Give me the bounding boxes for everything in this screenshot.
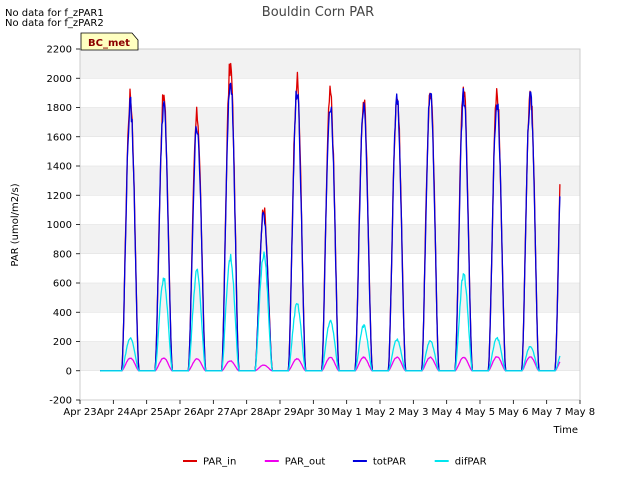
series-layer: [100, 62, 561, 372]
y-tick-label: 0: [66, 366, 72, 377]
legend-label: difPAR: [455, 457, 487, 468]
no-data-note-1: No data for f_zPAR1: [5, 8, 104, 19]
y-axis: -200 0 200 400 600 800 1000 1200 1400 1600 1800 200…: [47, 45, 80, 407]
y-tick-label: 1200: [47, 191, 72, 202]
y-tick-label: 1600: [47, 132, 72, 143]
x-tick-label: May 3: [398, 407, 428, 418]
grid-band: [80, 283, 580, 313]
grid-band: [80, 341, 580, 371]
legend-item-par-in: PAR_in: [183, 457, 236, 468]
y-tick-label: 2000: [47, 74, 72, 85]
x-axis-title: Time: [553, 425, 578, 436]
chart-title: Bouldin Corn PAR: [262, 5, 374, 20]
x-tick-label: Apr 25: [130, 407, 163, 418]
y-tick-label: 200: [53, 337, 72, 348]
legend-label: totPAR: [373, 457, 406, 468]
badge-label: BC_met: [88, 38, 130, 49]
legend-item-totpar: totPAR: [352, 457, 406, 468]
bc-met-badge: BC_met: [80, 32, 139, 51]
x-tick-label: May 5: [465, 407, 495, 418]
grid-band: [80, 224, 580, 254]
badge-shape: [80, 32, 139, 51]
x-tick-label: May 8: [565, 407, 595, 418]
y-tick-label: 1800: [47, 103, 72, 114]
y-axis-title: PAR (umol/m2/s): [10, 183, 21, 266]
legend: PAR_in PAR_out totPAR difPAR: [183, 457, 487, 468]
x-tick-label: Apr 27: [197, 407, 230, 418]
legend-label: PAR_in: [203, 457, 236, 468]
x-tick-label: May 6: [498, 407, 528, 418]
y-tick-label: 400: [53, 308, 72, 319]
grid-band: [80, 166, 580, 196]
y-tick-label: 1400: [47, 162, 72, 173]
x-tick-label: May 7: [532, 407, 562, 418]
x-tick-label: Apr 26: [163, 407, 196, 418]
series-difpar: [100, 251, 561, 372]
y-tick-label: 800: [53, 249, 72, 260]
x-tick-label: May 4: [432, 407, 462, 418]
x-tick-label: Apr 28: [230, 407, 263, 418]
y-tick-label: 600: [53, 279, 72, 290]
x-tick-label: Apr 29: [263, 407, 296, 418]
x-tick-label: Apr 30: [297, 407, 330, 418]
y-tick-label: -200: [49, 396, 72, 407]
grid-band: [80, 49, 580, 79]
plot-background: [80, 48, 580, 401]
x-tick-label: May 2: [365, 407, 395, 418]
x-tick-label: May 1: [332, 407, 362, 418]
x-tick-label: Apr 24: [97, 407, 130, 418]
legend-label: PAR_out: [285, 457, 326, 468]
x-axis: Apr 23 Apr 24 Apr 25 Apr 26 Apr 27 Apr 28 Apr …: [63, 400, 595, 418]
y-tick-label: 1000: [47, 220, 72, 231]
no-data-note-2: No data for f_zPAR2: [5, 18, 104, 29]
x-tick-label: Apr 23: [63, 407, 96, 418]
legend-item-par-out: PAR_out: [264, 457, 326, 468]
y-tick-label: 2200: [47, 45, 72, 56]
legend-item-difpar: difPAR: [434, 457, 487, 468]
